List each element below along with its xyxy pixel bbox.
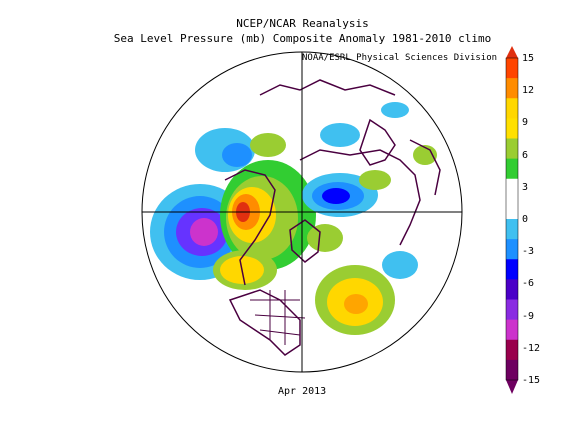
siberia-low-core bbox=[322, 188, 350, 204]
colorbar-swatch bbox=[506, 178, 518, 200]
chart-title: NCEP/NCAR Reanalysis bbox=[236, 17, 369, 30]
colorbar-swatch bbox=[506, 299, 518, 321]
colorbar-tick-label: -6 bbox=[522, 278, 535, 290]
colorbar-tick-label: 9 bbox=[522, 117, 529, 129]
colorbar-swatch bbox=[506, 98, 518, 119]
colorbar-swatch bbox=[506, 118, 518, 139]
date-label: Apr 2013 bbox=[278, 386, 327, 397]
colorbar-swatch bbox=[506, 58, 518, 79]
colorbar-swatch bbox=[506, 279, 518, 300]
scandinavia-coast bbox=[359, 118, 396, 166]
colorbar-swatch bbox=[506, 359, 518, 381]
state-borders bbox=[250, 290, 306, 345]
colorbar-swatch bbox=[506, 78, 518, 99]
colorbar-tick-label: -3 bbox=[522, 246, 535, 258]
colorbar-swatch bbox=[506, 239, 518, 260]
colorbar-tick-label: 0 bbox=[522, 214, 529, 225]
central-high-patch bbox=[307, 224, 343, 252]
credit-text: NOAA/ESRL Physical Sciences Division bbox=[302, 53, 498, 63]
anomaly-field bbox=[150, 79, 441, 356]
colorbar-tick-label: -12 bbox=[522, 342, 541, 354]
eurasia-high-patch bbox=[359, 170, 391, 190]
colorbar-tick-label: 12 bbox=[522, 85, 535, 97]
colorbar-tick-label: 15 bbox=[522, 53, 535, 64]
colorbar-outline bbox=[505, 57, 519, 381]
colorbar-swatch bbox=[506, 198, 518, 220]
colorbar-swatch bbox=[506, 259, 518, 280]
northeast-low-patch bbox=[381, 102, 409, 118]
colorbar-tick-label: -15 bbox=[522, 375, 541, 386]
east-low-patch bbox=[382, 251, 418, 279]
colorbar-tick-label: 6 bbox=[522, 149, 529, 161]
colorbar-swatch bbox=[506, 219, 518, 240]
chart-subtitle: Sea Level Pressure (mb) Composite Anomal… bbox=[113, 32, 492, 45]
pacific-low-anomaly-core bbox=[190, 218, 218, 246]
west-coastline bbox=[224, 169, 276, 286]
arctic-high-patch bbox=[250, 133, 286, 157]
alaska-low-anomaly-core bbox=[222, 143, 252, 167]
atlantic-high-core bbox=[344, 294, 368, 314]
east-coastline bbox=[409, 139, 441, 196]
northern-coastline bbox=[259, 79, 396, 96]
colorbar-swatch bbox=[506, 319, 518, 341]
eurasia-coastline bbox=[299, 149, 421, 246]
east-high-patch bbox=[413, 145, 437, 165]
colorbar-tick-label: -9 bbox=[522, 310, 535, 322]
north-low-patch bbox=[320, 123, 360, 147]
greenland-coast bbox=[289, 219, 321, 263]
colorbar-bottom-arrow bbox=[506, 380, 518, 394]
colorbar-swatch bbox=[506, 339, 518, 361]
colorbar-swatch bbox=[506, 158, 518, 180]
colorbar-top-arrow bbox=[506, 46, 518, 58]
colorbar-swatch bbox=[506, 138, 518, 160]
colorbar-tick-label: 3 bbox=[522, 181, 529, 193]
